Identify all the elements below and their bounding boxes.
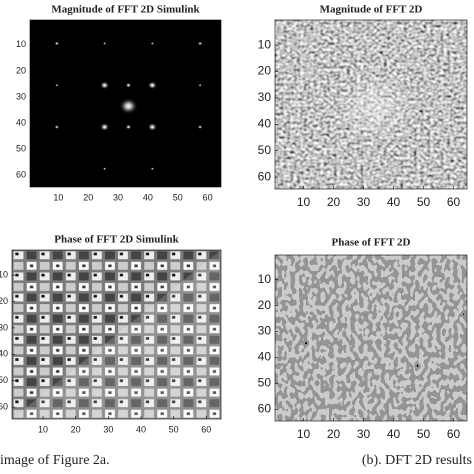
x-tick-label: 40 bbox=[143, 192, 153, 202]
image bbox=[12, 250, 221, 419]
y-tick-label: 20 bbox=[258, 64, 272, 78]
y-tick-label: 30 bbox=[16, 91, 26, 101]
image bbox=[275, 20, 467, 189]
y-tick-label: 50 bbox=[258, 143, 272, 157]
x-tick-label: 40 bbox=[387, 195, 401, 209]
x-tick-label: 20 bbox=[83, 192, 93, 202]
y-tick-label: 60 bbox=[258, 169, 272, 183]
y-tick-label: 20 bbox=[258, 298, 272, 312]
x-tick-label: 30 bbox=[113, 192, 123, 202]
y-tick-label: 40 bbox=[258, 116, 272, 130]
axes-frame bbox=[274, 19, 468, 190]
image bbox=[275, 255, 467, 421]
y-tick-label: 60 bbox=[258, 402, 272, 416]
chart-title: Magnitude of FFT 2D bbox=[320, 4, 423, 16]
x-tick-label: 30 bbox=[357, 427, 371, 441]
chart-title: Phase of FFT 2D Simulink bbox=[54, 234, 179, 246]
y-tick-label: 50 bbox=[16, 144, 26, 154]
x-tick-label: 50 bbox=[417, 427, 431, 441]
x-tick-label: 20 bbox=[71, 424, 81, 434]
axes-frame bbox=[11, 249, 222, 420]
y-tick-label: 30 bbox=[0, 322, 8, 332]
y-tick-label: 40 bbox=[0, 349, 8, 359]
axes-frame bbox=[274, 254, 468, 422]
y-tick-label: 50 bbox=[258, 376, 272, 390]
y-tick-label: 10 bbox=[258, 37, 272, 51]
y-tick-label: 60 bbox=[0, 401, 8, 411]
y-tick-label: 30 bbox=[258, 90, 272, 104]
y-tick-label: 30 bbox=[258, 324, 272, 338]
y-tick-label: 20 bbox=[0, 296, 8, 306]
caption: (b). DFT 2D results bbox=[362, 453, 472, 468]
chart-title: Magnitude of FFT 2D Simulink bbox=[51, 4, 200, 16]
y-tick-label: 40 bbox=[16, 117, 26, 127]
x-tick-label: 30 bbox=[357, 195, 371, 209]
x-tick-label: 40 bbox=[136, 424, 146, 434]
axes-frame bbox=[29, 19, 222, 188]
caption: image of Figure 2a. bbox=[0, 453, 110, 468]
y-tick-label: 40 bbox=[258, 350, 272, 364]
x-tick-label: 50 bbox=[169, 424, 179, 434]
x-tick-label: 10 bbox=[297, 195, 311, 209]
chart-title: Phase of FFT 2D bbox=[332, 237, 411, 249]
y-tick-label: 10 bbox=[16, 39, 26, 49]
x-tick-label: 10 bbox=[53, 192, 63, 202]
image bbox=[30, 20, 221, 187]
x-tick-label: 20 bbox=[327, 427, 341, 441]
x-tick-label: 60 bbox=[447, 427, 461, 441]
x-tick-label: 10 bbox=[38, 424, 48, 434]
x-tick-label: 40 bbox=[387, 427, 401, 441]
y-tick-label: 20 bbox=[16, 65, 26, 75]
x-tick-label: 30 bbox=[103, 424, 113, 434]
y-tick-label: 10 bbox=[258, 272, 272, 286]
x-tick-label: 60 bbox=[203, 192, 213, 202]
x-tick-label: 60 bbox=[201, 424, 211, 434]
x-tick-label: 20 bbox=[327, 195, 341, 209]
y-tick-label: 50 bbox=[0, 375, 8, 385]
y-tick-label: 10 bbox=[0, 269, 8, 279]
x-tick-label: 10 bbox=[297, 427, 311, 441]
x-tick-label: 50 bbox=[173, 192, 183, 202]
x-tick-label: 60 bbox=[447, 195, 461, 209]
x-tick-label: 50 bbox=[417, 195, 431, 209]
y-tick-label: 60 bbox=[16, 170, 26, 180]
